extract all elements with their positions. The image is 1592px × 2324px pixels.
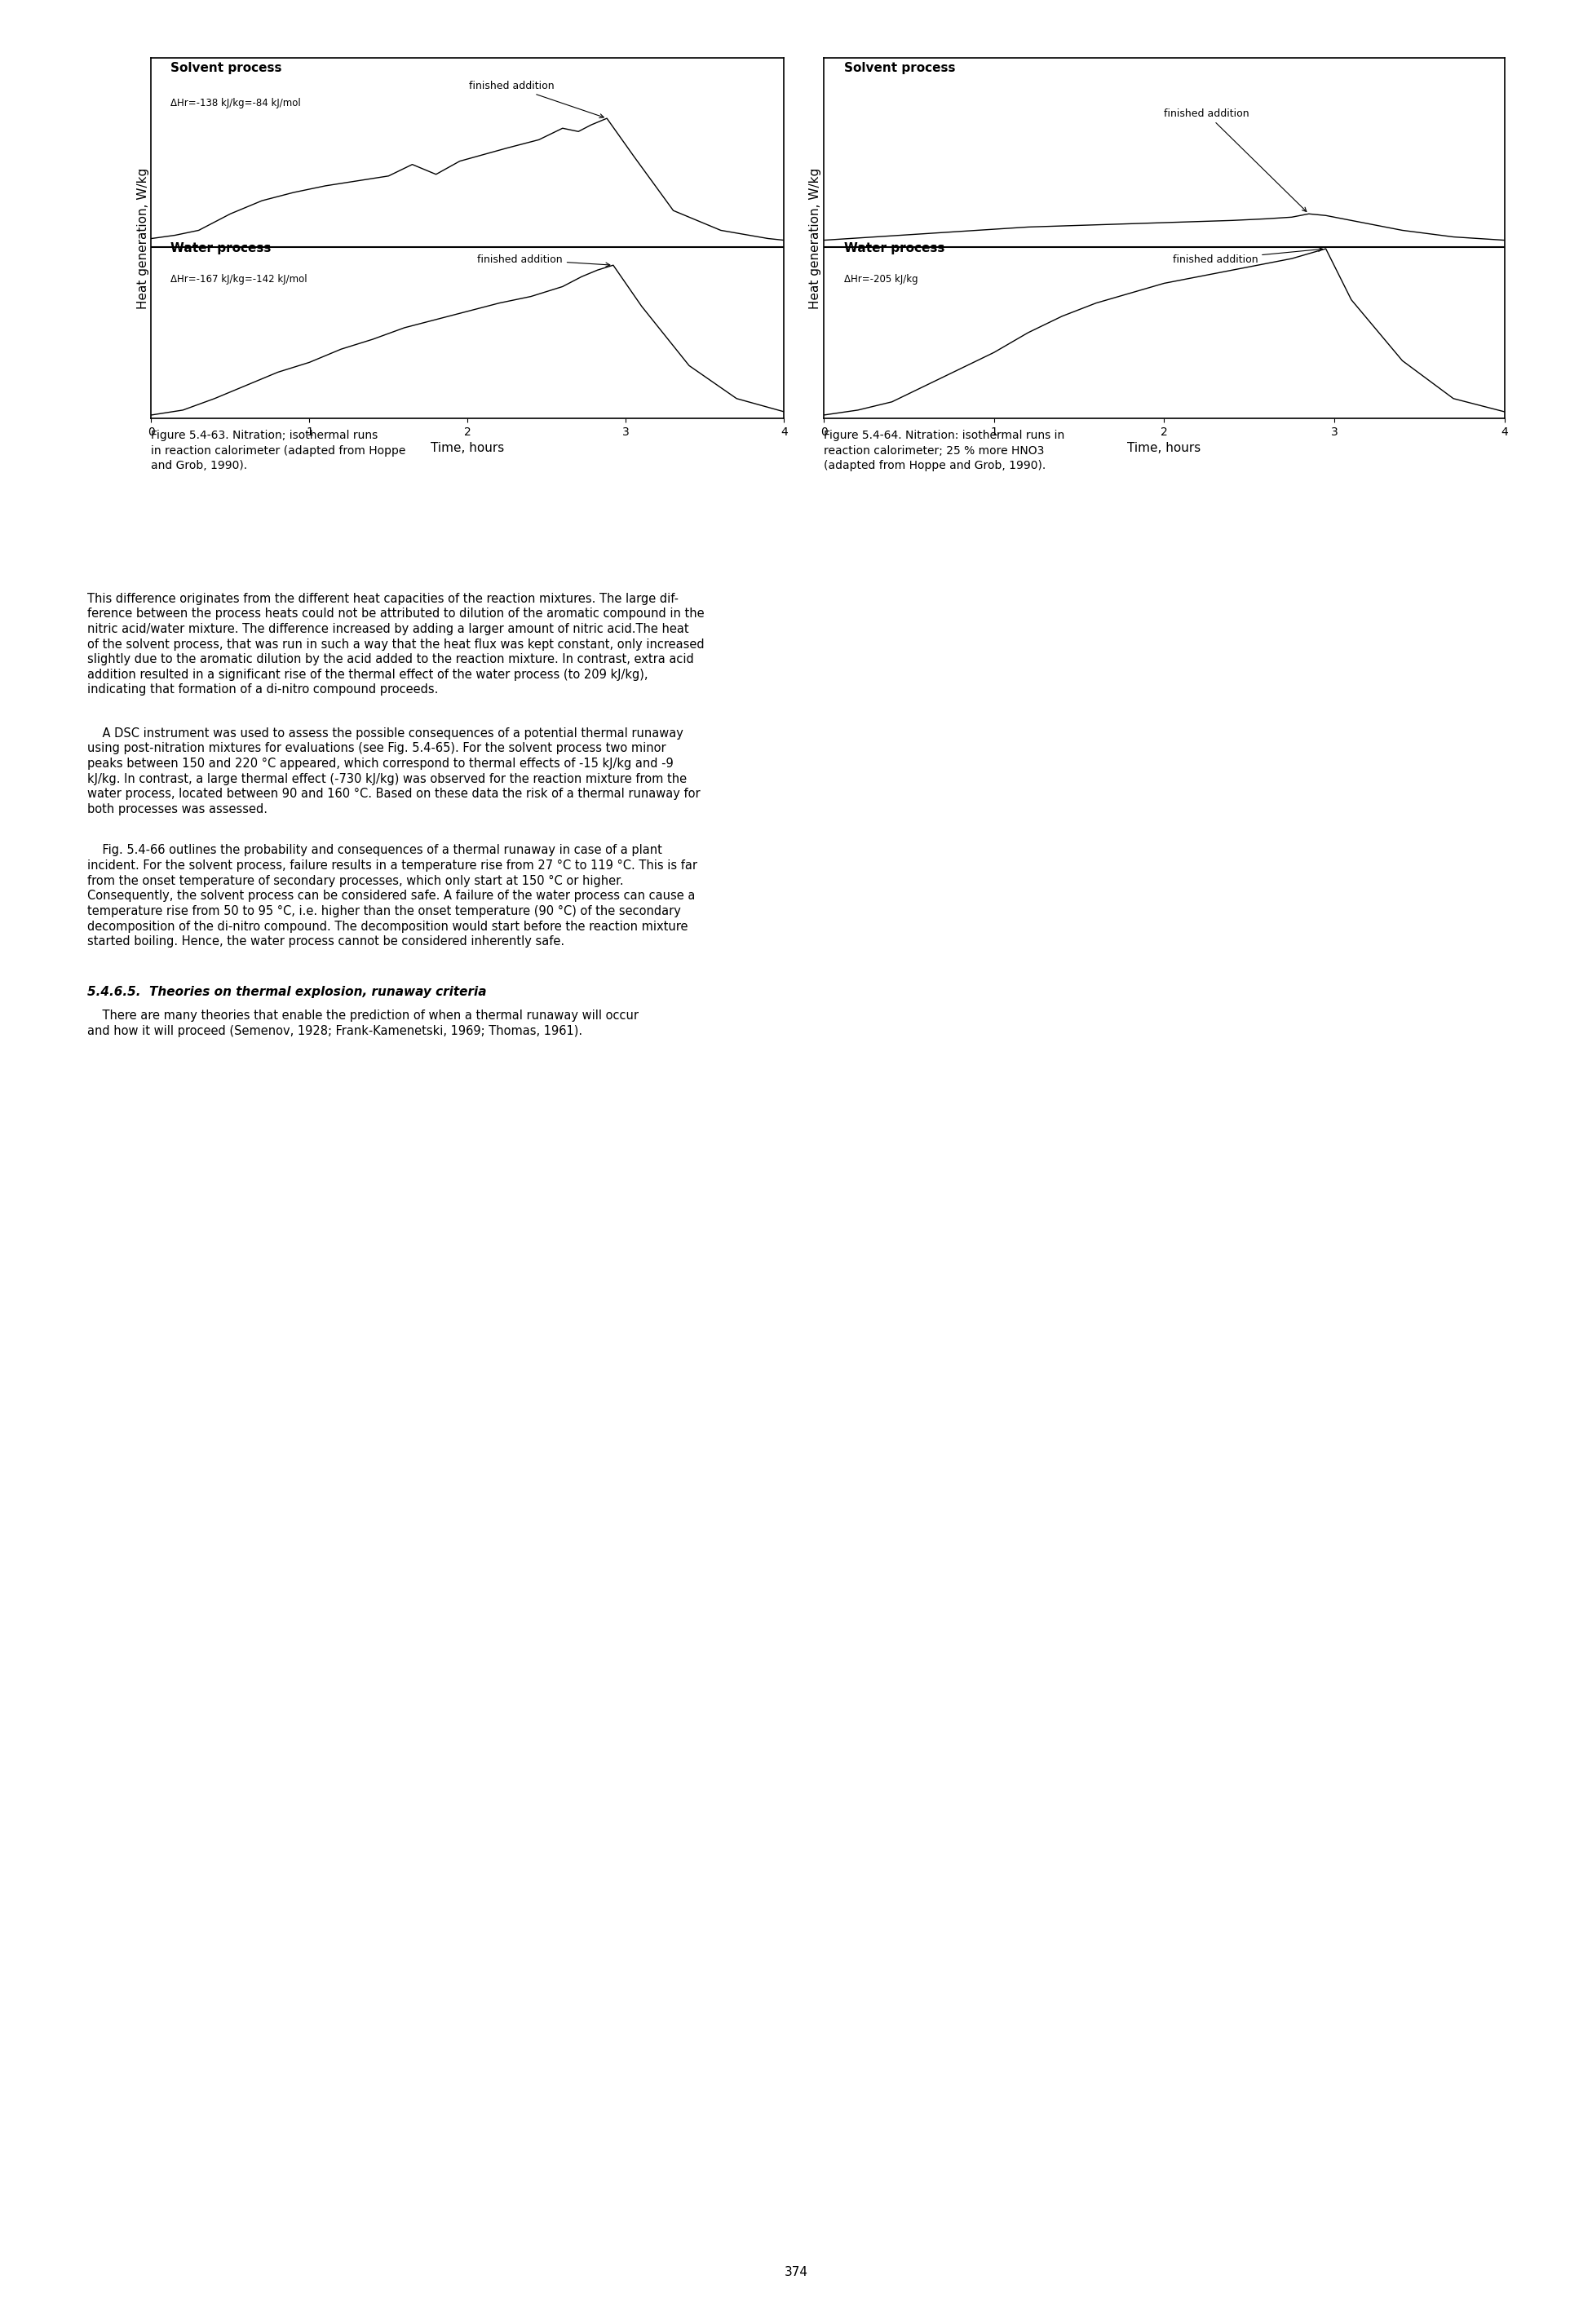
Text: There are many theories that enable the prediction of when a thermal runaway wil: There are many theories that enable the …: [88, 1011, 638, 1037]
Text: A DSC instrument was used to assess the possible consequences of a potential the: A DSC instrument was used to assess the …: [88, 727, 700, 816]
Y-axis label: Heat generation, W/kg: Heat generation, W/kg: [137, 167, 150, 309]
Text: ΔHr=-205 kJ/kg: ΔHr=-205 kJ/kg: [844, 274, 919, 286]
X-axis label: Time, hours: Time, hours: [431, 442, 505, 456]
Text: finished addition: finished addition: [470, 81, 603, 119]
Text: Water process: Water process: [170, 242, 271, 253]
Text: Solvent process: Solvent process: [844, 63, 955, 74]
Text: finished addition: finished addition: [1164, 109, 1307, 211]
Text: Solvent process: Solvent process: [170, 63, 282, 74]
Text: 5.4.6.5.  Theories on thermal explosion, runaway criteria: 5.4.6.5. Theories on thermal explosion, …: [88, 985, 487, 997]
Text: Fig. 5.4-66 outlines the probability and consequences of a thermal runaway in ca: Fig. 5.4-66 outlines the probability and…: [88, 844, 697, 948]
Text: ΔHr=-138 kJ/kg=-84 kJ/mol: ΔHr=-138 kJ/kg=-84 kJ/mol: [170, 98, 301, 109]
Text: 374: 374: [785, 2266, 807, 2278]
X-axis label: Time, hours: Time, hours: [1127, 442, 1200, 456]
Text: finished addition: finished addition: [1172, 246, 1323, 265]
Text: Water process: Water process: [844, 242, 946, 253]
Y-axis label: Heat generation, W/kg: Heat generation, W/kg: [809, 167, 821, 309]
Text: This difference originates from the different heat capacities of the reaction mi: This difference originates from the diff…: [88, 593, 705, 695]
Text: ΔHr=-167 kJ/kg=-142 kJ/mol: ΔHr=-167 kJ/kg=-142 kJ/mol: [170, 274, 307, 286]
Text: Figure 5.4-64. Nitration: isothermal runs in
reaction calorimeter; 25 % more HNO: Figure 5.4-64. Nitration: isothermal run…: [825, 430, 1065, 472]
Text: Figure 5.4-63. Nitration; isothermal runs
in reaction calorimeter (adapted from : Figure 5.4-63. Nitration; isothermal run…: [151, 430, 406, 472]
Text: finished addition: finished addition: [478, 253, 610, 267]
